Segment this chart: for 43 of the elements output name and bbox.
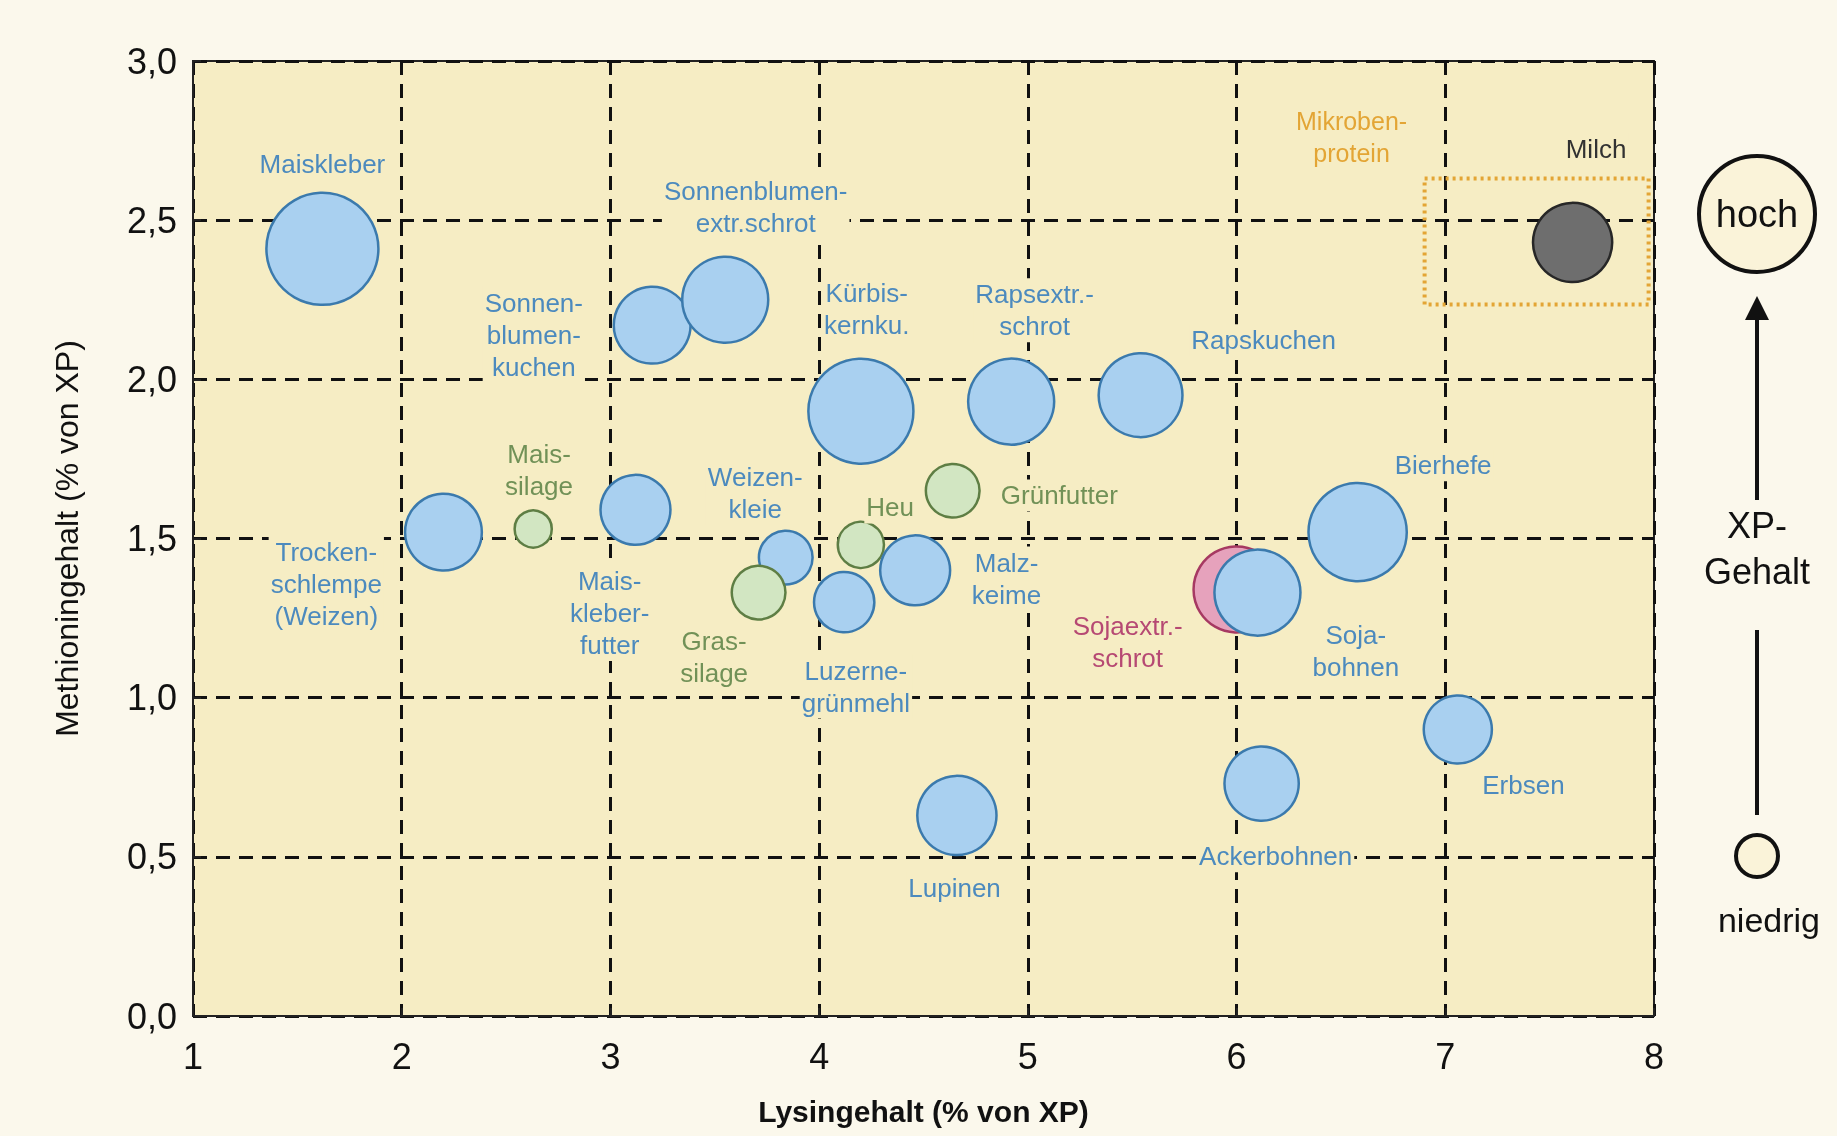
- text: XP- Gehalt: [1703, 504, 1811, 592]
- series-label: Lupinen: [908, 873, 1001, 904]
- series-label: Kürbis- kernku.: [824, 278, 910, 341]
- series-label: Heu: [866, 492, 915, 523]
- series-label: Sojaextr.- schrot: [1072, 611, 1183, 674]
- x-tick-label: 6: [1226, 1035, 1247, 1077]
- y-tick-label: 0,0: [126, 995, 177, 1037]
- annotation: Mikroben- protein: [1296, 107, 1408, 168]
- text: niedrig: [1717, 900, 1821, 939]
- y-axis-title: Methioningehalt (% von XP): [49, 340, 85, 737]
- series-label: Sonnenblumen- extr.schrot: [663, 176, 848, 239]
- series-label: Malz- keime: [971, 547, 1042, 610]
- series-label: Mais- kleber- futter: [569, 565, 650, 660]
- x-axis-title: Lysingehalt (% von XP): [758, 1094, 1089, 1128]
- y-tick-label: 2,5: [126, 199, 177, 241]
- series-label: Trocken- schlempe (Weizen): [270, 536, 382, 631]
- series-label: Bierhefe: [1394, 450, 1492, 481]
- series-label: Maiskleber: [259, 149, 386, 180]
- y-tick-label: 3,0: [126, 40, 177, 82]
- x-tick-label: 4: [809, 1035, 830, 1077]
- series-label: Gras- silage: [680, 626, 749, 689]
- series-label: Grünfutter: [1000, 480, 1119, 511]
- text: hoch: [1715, 193, 1799, 236]
- series-label: Soja- bohnen: [1312, 620, 1400, 683]
- x-tick-label: 3: [600, 1035, 621, 1077]
- series-label: Ackerbohnen: [1199, 841, 1353, 872]
- y-tick-label: 1,0: [126, 677, 177, 719]
- x-tick-label: 1: [182, 1035, 204, 1077]
- series-label: Weizen- kleie: [707, 462, 803, 525]
- x-tick-label: 5: [1017, 1035, 1038, 1077]
- series-label: Luzerne- grünmehl: [801, 655, 911, 718]
- y-tick-label: 1,5: [126, 518, 177, 559]
- x-tick-label: 8: [1643, 1035, 1665, 1077]
- series-label: Mais- silage: [505, 439, 574, 502]
- y-tick-label: 0,5: [126, 836, 177, 878]
- series-label: Milch: [1565, 133, 1627, 164]
- series-label: Sonnen- blumen- kuchen: [484, 287, 583, 382]
- series-label: Rapskuchen: [1191, 325, 1336, 356]
- x-tick-label: 7: [1435, 1035, 1456, 1077]
- x-tick-label: 2: [391, 1035, 412, 1077]
- y-tick-label: 2,0: [126, 358, 177, 400]
- series-label: Rapsextr.- schrot: [975, 279, 1094, 342]
- series-label: Erbsen: [1482, 769, 1565, 800]
